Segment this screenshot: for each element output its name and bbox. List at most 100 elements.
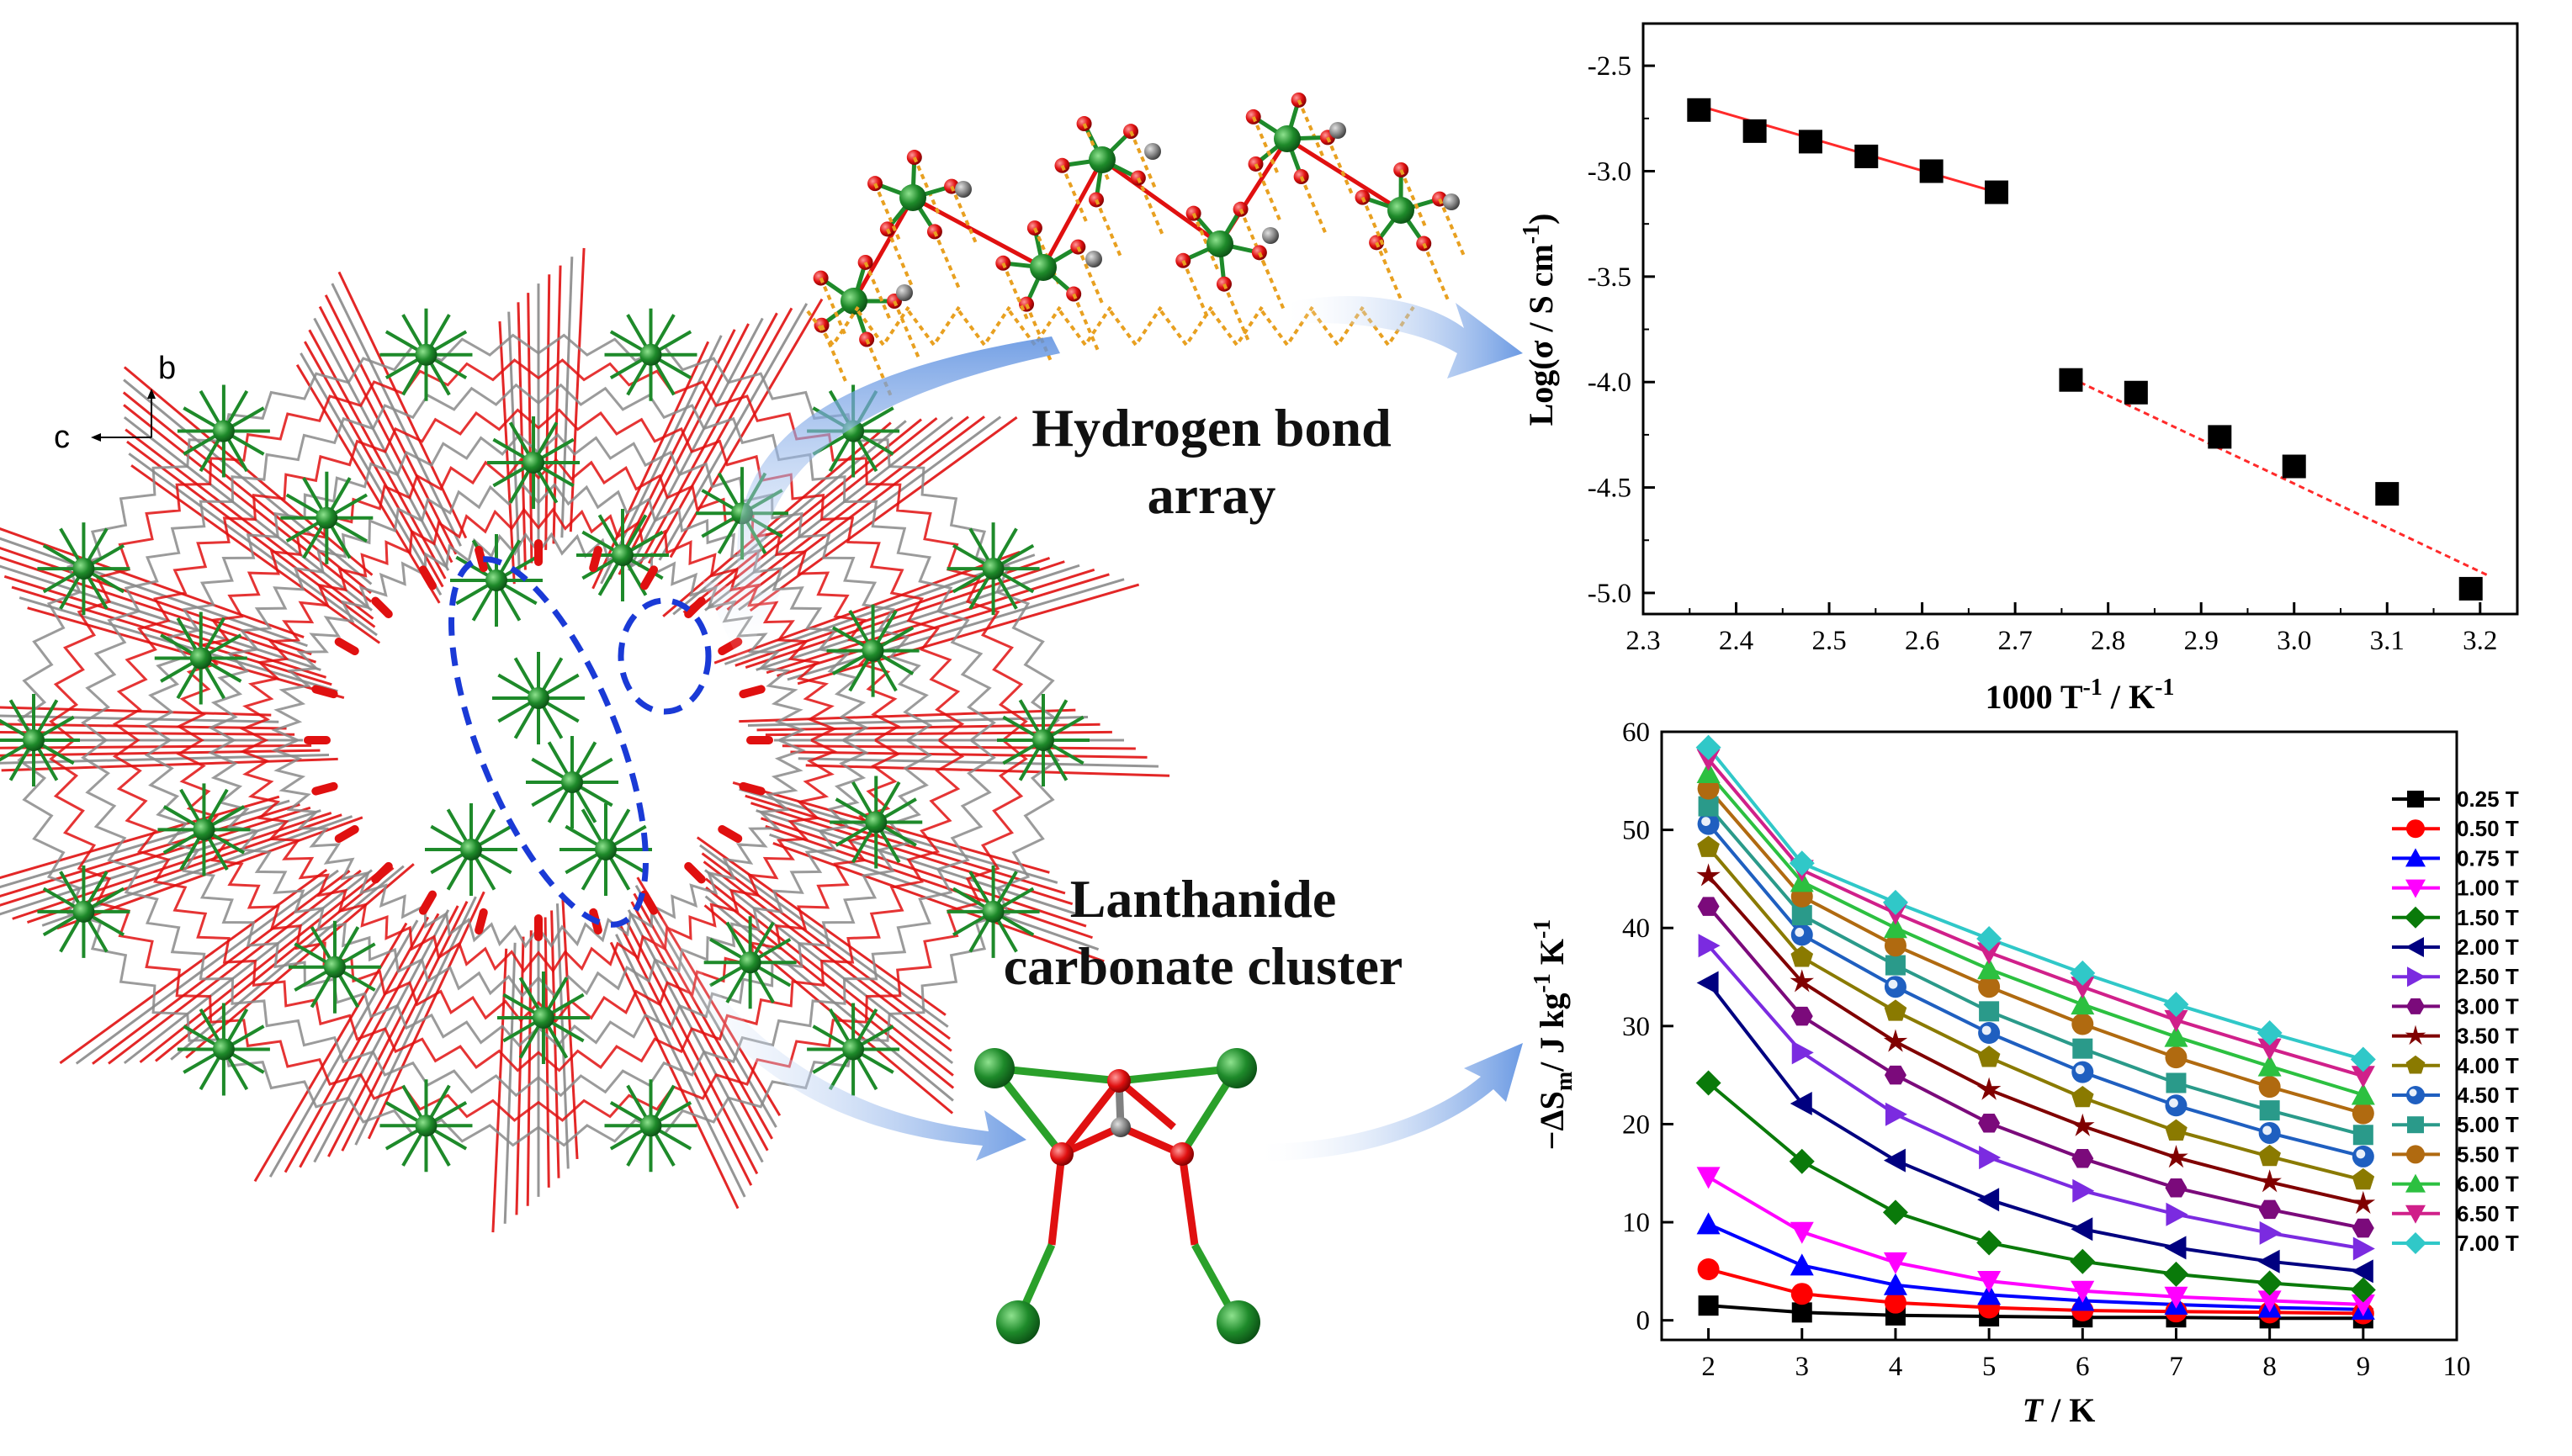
data-point (1790, 945, 1814, 967)
data-point (1884, 934, 1906, 957)
data-point (1979, 1146, 2002, 1170)
data-point (2070, 960, 2096, 986)
data-point (2071, 993, 2095, 1015)
data-point (1976, 1230, 2002, 1256)
y-tick-label: 40 (1622, 913, 1650, 944)
x-tick-label: 2.3 (1625, 626, 1660, 656)
data-point (1790, 1221, 1814, 1244)
cluster-highlight-ellipses (448, 556, 712, 928)
hydrogen-bond-chain (806, 92, 1466, 400)
y-tick-label: 0 (1636, 1306, 1651, 1337)
legend-label: 5.50 T (2457, 1141, 2519, 1167)
data-point (2071, 1217, 2093, 1242)
data-point (1885, 1102, 1907, 1126)
data-point (1696, 1167, 1721, 1189)
series-line (1707, 805, 2364, 1137)
data-point (2164, 1236, 2187, 1260)
y-axis-title: −ΔSm/ J kg-1 K-1 (1530, 919, 1578, 1151)
data-point (1977, 957, 2002, 980)
fit-line (2060, 372, 2490, 578)
data-point (2350, 1277, 2376, 1303)
data-point (1883, 1148, 1906, 1173)
data-point (1696, 971, 1719, 995)
data-point (2258, 1144, 2281, 1167)
data-point (2256, 1270, 2283, 1296)
x-tick-label: 7 (2169, 1352, 2183, 1382)
legend-marker (2405, 906, 2426, 929)
data-point (1882, 889, 1908, 915)
series-line (1707, 1175, 2363, 1306)
data-point (1976, 926, 2002, 952)
data-point (1884, 1065, 1906, 1085)
data-point (2259, 1220, 2282, 1245)
data-point (1698, 1295, 1719, 1316)
data-point (1977, 1283, 2002, 1305)
x-tick-label: 2.9 (2184, 626, 2219, 656)
data-point (2165, 1178, 2188, 1198)
legend-label: 2.50 T (2457, 964, 2519, 989)
data-point (2071, 1085, 2094, 1108)
x-tick-label: 9 (2357, 1352, 2371, 1382)
data-point (2351, 1190, 2376, 1215)
data-point (2351, 1066, 2375, 1088)
data-point (1977, 1046, 2001, 1067)
x-axis-title: T / K (2023, 1391, 2096, 1429)
legend-marker (2405, 1232, 2426, 1254)
data-point (2208, 425, 2232, 449)
legend-label: 6.00 T (2457, 1172, 2519, 1197)
legend-label: 5.00 T (2457, 1112, 2519, 1137)
data-point (1697, 897, 1720, 916)
data-point (1742, 119, 1767, 143)
data-point (2257, 1169, 2282, 1193)
data-point (1977, 1271, 2002, 1294)
data-point (2458, 576, 2483, 601)
data-point (1791, 1040, 1814, 1065)
data-point (2072, 1038, 2093, 1059)
data-point (2257, 1290, 2282, 1313)
x-tick-label: 10 (2443, 1352, 2471, 1382)
data-point (1977, 1188, 2000, 1212)
y-tick-label: -3.5 (1588, 262, 1631, 293)
data-point (1687, 98, 1711, 122)
x-tick-label: 3.2 (2463, 626, 2497, 656)
y-tick-label: -3.0 (1588, 157, 1631, 188)
legend-marker (2406, 819, 2425, 839)
data-point (2350, 1046, 2376, 1072)
data-point (1883, 1252, 1907, 1274)
legend-label: 3.00 T (2457, 993, 2519, 1019)
series-line (1707, 823, 2364, 1158)
plot-frame (1641, 22, 2519, 616)
data-point (2164, 1145, 2188, 1168)
data-point (1885, 955, 1906, 976)
data-point (1790, 1091, 1812, 1115)
data-point (1883, 916, 1907, 939)
data-point (2258, 1076, 2281, 1099)
data-point (2258, 1199, 2281, 1220)
y-tick-label: 10 (1622, 1208, 1650, 1238)
data-point (2071, 1149, 2094, 1168)
data-point (2164, 1024, 2188, 1047)
data-point (2071, 1113, 2095, 1136)
data-point (2351, 1295, 2375, 1317)
data-point (1798, 130, 1822, 154)
x-tick-label: 2.4 (1719, 626, 1753, 656)
data-point (2165, 1046, 2188, 1069)
x-tick-label: 2.7 (1998, 626, 2033, 656)
data-point (1695, 734, 1721, 760)
data-point (2352, 1125, 2373, 1146)
legend-label: 4.50 T (2457, 1083, 2519, 1108)
connector-arrows (648, 295, 1523, 1161)
data-point (1884, 1291, 1906, 1314)
data-point (2352, 1218, 2374, 1238)
data-point (1985, 180, 2009, 204)
data-point (2375, 482, 2400, 506)
y-tick-label: -4.0 (1588, 368, 1631, 398)
data-point (1854, 144, 1879, 168)
series-line (1708, 1268, 2363, 1316)
y-tick-label: 30 (1622, 1012, 1650, 1042)
series-line (1707, 1222, 2363, 1311)
data-point (2351, 1259, 2373, 1284)
data-point (1790, 1253, 1814, 1276)
legend-marker (2405, 1024, 2426, 1046)
